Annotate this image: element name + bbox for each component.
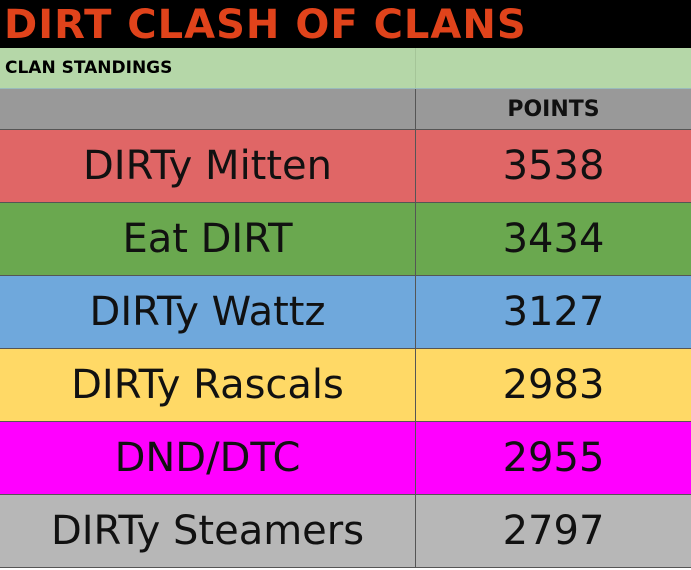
subtitle-cell[interactable]: CLAN STANDINGS — [0, 48, 416, 88]
points-cell[interactable]: 3434 — [502, 216, 605, 262]
clan-name-cell[interactable]: DIRTy Wattz — [0, 276, 416, 348]
table-row: DND/DTC 2955 — [0, 422, 691, 495]
table-row: DIRTy Wattz 3127 — [0, 276, 691, 349]
header-points-cell[interactable]: POINTS — [507, 97, 600, 122]
points-cell[interactable]: 2983 — [502, 362, 605, 408]
subtitle-row: CLAN STANDINGS — [0, 48, 691, 89]
empty-cell[interactable] — [416, 48, 691, 88]
clan-name-cell[interactable]: DND/DTC — [0, 422, 416, 494]
clan-name-cell[interactable]: DIRTy Mitten — [0, 130, 416, 202]
table-row: Eat DIRT 3434 — [0, 203, 691, 276]
points-cell[interactable]: 3127 — [502, 289, 605, 335]
points-cell[interactable]: 3538 — [502, 143, 605, 189]
header-clan-cell[interactable] — [0, 89, 416, 129]
points-cell[interactable]: 2955 — [502, 435, 605, 481]
table-row: DIRTy Mitten 3538 — [0, 130, 691, 203]
clan-name-cell[interactable]: Eat DIRT — [0, 203, 416, 275]
standings-table: DIRTy Mitten 3538 Eat DIRT 3434 DIRTy Wattz 3… — [0, 130, 691, 568]
clan-name-cell[interactable]: DIRTy Rascals — [0, 349, 416, 421]
clan-name-cell[interactable]: DIRTy Steamers — [0, 495, 416, 567]
sheet-title: DIRT CLASH OF CLANS — [0, 0, 691, 48]
table-row: DIRTy Rascals 2983 — [0, 349, 691, 422]
table-row: DIRTy Steamers 2797 — [0, 495, 691, 568]
points-cell[interactable]: 2797 — [502, 508, 605, 554]
header-row: POINTS — [0, 89, 691, 130]
